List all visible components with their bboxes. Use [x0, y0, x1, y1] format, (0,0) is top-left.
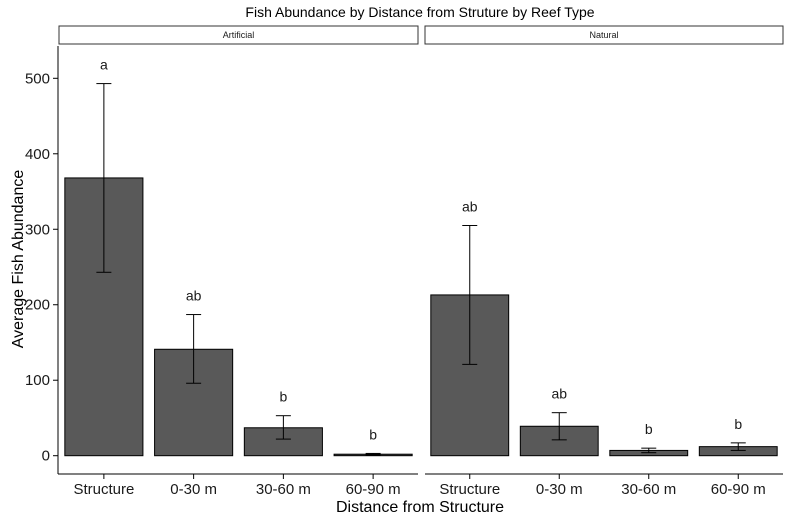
y-axis-title: Average Fish Abundance [10, 170, 27, 349]
significance-label: ab [551, 386, 567, 402]
significance-label: ab [462, 198, 478, 214]
y-tick-label: 200 [25, 297, 50, 314]
y-tick-label: 300 [25, 221, 50, 238]
chart-title: Fish Abundance by Distance from Struture… [245, 4, 594, 20]
facet-strip-label: Artificial [223, 30, 255, 40]
panel-artificial: Artificial a Structure ab 0-30 m b 30-60 m b 60-… [58, 25, 419, 498]
panel-natural: Natural ab Structure ab 0-30 m b 30-60 m b 60-90… [424, 25, 784, 498]
significance-label: b [279, 389, 287, 405]
x-tick-label: 60-90 m [711, 481, 766, 498]
bar [519, 425, 599, 457]
facet-panels: Artificial a Structure ab 0-30 m b 30-60 m b 60-… [58, 25, 784, 498]
x-tick-label: 60-90 m [346, 481, 401, 498]
x-tick-label: Structure [73, 481, 134, 498]
y-tick-label: 500 [25, 70, 50, 87]
significance-label: b [645, 421, 653, 437]
significance-label: a [100, 57, 108, 73]
facet-strip [58, 25, 419, 45]
x-tick-label: 30-60 m [256, 481, 311, 498]
y-tick-label: 100 [25, 372, 50, 389]
facet-strip [424, 25, 784, 45]
x-tick-label: 0-30 m [170, 481, 217, 498]
facet-strip-label: Natural [589, 30, 618, 40]
significance-label: b [734, 416, 742, 432]
y-axis: 0 100 200 300 400 500 [25, 46, 59, 474]
x-tick-label: 30-60 m [621, 481, 676, 498]
x-tick-label: Structure [439, 481, 500, 498]
y-tick-label: 0 [42, 448, 50, 465]
significance-label: b [369, 426, 377, 442]
y-tick-label: 400 [25, 146, 50, 163]
x-axis-title: Distance from Structure [336, 499, 504, 516]
x-tick-label: 0-30 m [536, 481, 583, 498]
significance-label: ab [186, 288, 202, 304]
